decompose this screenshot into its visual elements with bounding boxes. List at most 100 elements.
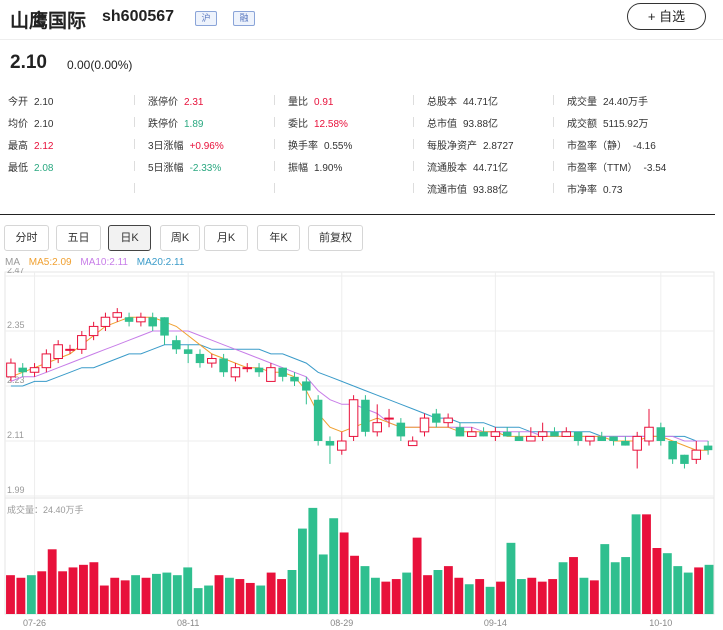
quote-value: 1.89 (184, 119, 204, 130)
quote-label: 3日涨幅 (148, 141, 184, 152)
stock-name: 山鹰国际 (10, 11, 87, 32)
volume-bar (370, 577, 380, 614)
quote-item: 市净率 0.73 (567, 181, 622, 196)
candle-body (680, 454, 689, 464)
quote-value: 2.8727 (483, 141, 514, 152)
stock-code: sh600567 (102, 8, 175, 25)
candle-body (432, 413, 441, 423)
candle-body (703, 445, 713, 451)
quote-value: 2.10 (34, 97, 54, 108)
quote-label: 委比 (288, 119, 308, 130)
quote-label: 流通股本 (427, 163, 467, 174)
volume-bar (89, 562, 99, 614)
quote-value: 2.08 (34, 163, 54, 174)
quote-item: 涨停价 2.31 (148, 93, 203, 108)
volume-bar (548, 579, 558, 614)
quote-item: 量比 0.91 (288, 93, 333, 108)
last-price: 2.10 (10, 52, 47, 73)
y-tick-label: 2.35 (7, 320, 25, 330)
volume-bar (621, 557, 631, 614)
candle-body (290, 376, 299, 382)
quote-value: 0.55% (324, 141, 353, 152)
volume-bar (569, 557, 578, 614)
header-divider (0, 214, 715, 215)
volume-bar (642, 514, 651, 614)
candle-body (561, 431, 572, 437)
quote-value: 93.88亿 (473, 185, 509, 196)
volume-bar (350, 555, 359, 614)
quote-separator (274, 139, 275, 149)
quote-label: 流通市值 (427, 185, 467, 196)
candle-body (100, 316, 111, 327)
quote-label: 市盈率（TTM） (567, 163, 638, 174)
quote-item: 3日涨幅 +0.96% (148, 137, 224, 152)
tab-0[interactable]: 分时 (4, 225, 49, 251)
quote-item: 市盈率（TTM） -3.54 (567, 159, 666, 174)
tab-4[interactable]: 月K (204, 225, 248, 251)
quote-separator (134, 183, 135, 193)
candle-body (88, 325, 99, 337)
ma5-legend: MA5:2.09 (28, 257, 72, 268)
quote-label: 今开 (8, 97, 28, 108)
quote-label: 涨停价 (148, 97, 178, 108)
ma-legend-title: MA (5, 257, 20, 268)
quote-separator (413, 161, 414, 171)
quote-value: -2.33% (189, 163, 222, 174)
ma5-line (10, 316, 709, 451)
candle-body (53, 344, 63, 359)
volume-bar (6, 575, 15, 614)
candle-body (183, 349, 193, 354)
price-change: 0.00(0.00%) (67, 58, 133, 72)
candle-body (621, 441, 630, 446)
volume-bar (141, 577, 151, 614)
y-tick-label: 2.47 (7, 268, 25, 275)
volume-bar (579, 577, 589, 614)
volume-bar (235, 579, 245, 614)
volume-bar (183, 567, 193, 614)
volume-bar (204, 585, 214, 614)
quote-separator (553, 95, 554, 105)
volume-bar (152, 573, 161, 614)
volume-bar (47, 549, 57, 614)
volume-bar (131, 575, 141, 614)
quote-label: 成交额 (567, 119, 597, 130)
tab-2[interactable]: 日K (108, 225, 151, 251)
tab-6[interactable]: 前复权 (308, 225, 363, 251)
candle-body (585, 435, 595, 442)
tab-3[interactable]: 周K (160, 225, 200, 251)
tab-1[interactable]: 五日 (56, 225, 101, 251)
candle-body (195, 353, 205, 364)
quote-separator (134, 117, 135, 127)
candle-body (372, 422, 382, 433)
tab-5[interactable]: 年K (257, 225, 300, 251)
quote-label: 最高 (8, 141, 28, 152)
volume-bar (402, 572, 412, 614)
candle-body (41, 353, 52, 369)
volume-bar (454, 577, 464, 614)
quote-value: 5115.92万 (603, 119, 649, 130)
candle-body (337, 440, 347, 451)
candle-body (278, 367, 287, 377)
volume-bar (631, 514, 641, 614)
price-row: 2.10 0.00(0.00%) (10, 52, 132, 74)
quote-item: 每股净资产 2.8727 (427, 137, 514, 152)
quote-value: -3.54 (643, 163, 667, 174)
quote-value: 1.90% (314, 163, 343, 174)
volume-bar (329, 518, 339, 614)
quote-value: 12.58% (314, 119, 348, 130)
candle-body (325, 441, 335, 446)
quote-separator (274, 95, 275, 105)
quote-separator (413, 95, 414, 105)
quote-separator (553, 161, 554, 171)
volume-bar (308, 507, 318, 614)
volume-bar (600, 544, 610, 614)
quote-item: 振幅 1.90% (288, 159, 342, 174)
volume-bar (423, 575, 432, 614)
candle-body (112, 312, 123, 318)
ma10-legend: MA10:2.11 (80, 257, 128, 268)
volume-bar (360, 566, 370, 614)
volume-bar (412, 537, 422, 614)
add-to-watchlist-button[interactable]: + 自选 (627, 3, 706, 30)
quote-value: +0.96% (189, 141, 224, 152)
